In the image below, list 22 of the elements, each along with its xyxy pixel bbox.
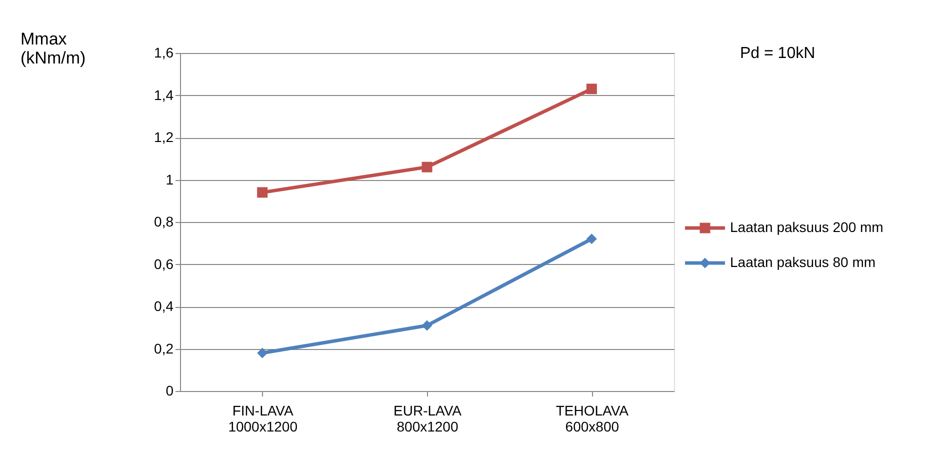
legend-label: Laatan paksuus 200 mm [730, 219, 884, 235]
point [257, 348, 268, 358]
y-tick-label: 0 [166, 382, 174, 398]
y-tick-label: 1 [166, 171, 174, 188]
y-tick-label: 0,6 [154, 256, 174, 272]
y-tick-label: 0,4 [154, 298, 174, 314]
y-tick-label: 0,2 [154, 340, 174, 356]
y-tick-label: 1,2 [154, 129, 174, 145]
point [586, 84, 597, 94]
y-tick-label: 1,4 [154, 86, 174, 103]
y-tick-label: 1,6 [154, 44, 174, 60]
point [422, 320, 432, 331]
x-tick-label: FIN-LAVA 1000x1200 [228, 402, 298, 434]
y-tick-label: 0,8 [154, 214, 174, 230]
y-axis-title: Mmax (kNm/m) [20, 30, 86, 68]
point [422, 162, 432, 172]
point [257, 187, 268, 198]
x-tick-label: TEHOLAVA 600x800 [556, 402, 630, 434]
text: Pd = 10kN [740, 45, 816, 62]
legend-label: Laatan paksuus 80 mm [730, 254, 876, 270]
x-tick-label: EUR-LAVA 800x1200 [394, 402, 462, 434]
point [586, 234, 597, 244]
